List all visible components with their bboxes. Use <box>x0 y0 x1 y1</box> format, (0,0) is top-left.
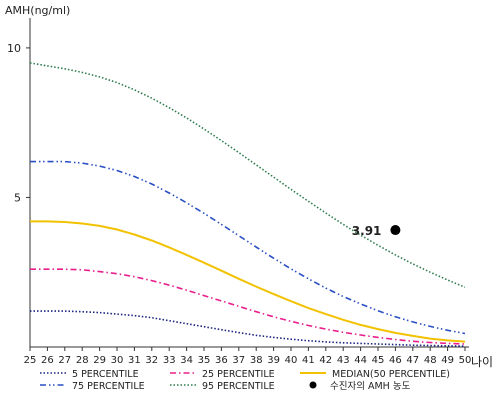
y-tick-label: 5 <box>14 191 21 204</box>
x-tick-label: 38 <box>250 355 263 366</box>
x-tick-label: 37 <box>232 355 245 366</box>
x-tick-label: 36 <box>215 355 228 366</box>
legend-median-label: MEDIAN(50 PERCENTILE) <box>332 369 450 380</box>
x-tick-label: 39 <box>267 355 280 366</box>
x-tick-label: 32 <box>145 355 158 366</box>
series-line-5-percentile <box>30 310 466 347</box>
y-axis-label: AMH(ng/ml) <box>5 4 70 17</box>
series-lines <box>29 62 466 347</box>
x-tick-label: 42 <box>319 355 332 366</box>
series-line-25-percentile <box>30 268 466 345</box>
x-tick-label: 47 <box>406 355 419 366</box>
series-line-median-50-percentile <box>30 220 466 343</box>
x-tick-label: 50 <box>459 355 472 366</box>
axes <box>29 18 469 348</box>
x-tick-label: 48 <box>424 355 437 366</box>
x-tick-label: 49 <box>441 355 454 366</box>
x-tick-label: 44 <box>354 355 367 366</box>
patient-amh-marker <box>390 225 401 236</box>
x-tick-label: 41 <box>302 355 315 366</box>
x-tick-label: 35 <box>198 355 211 366</box>
x-tick-label: 45 <box>372 355 385 366</box>
x-tick-label: 25 <box>24 355 37 366</box>
x-tick-label: 33 <box>163 355 176 366</box>
legend-patient-marker-label: 수진자의 AMH 농도 <box>330 381 411 392</box>
patient-marker-group: 3.91 <box>352 224 401 238</box>
y-axis-ticks: 5 10 <box>7 42 30 204</box>
x-tick-label: 40 <box>285 355 298 366</box>
x-tick-label: 31 <box>128 355 141 366</box>
x-tick-label: 27 <box>58 355 71 366</box>
legend: 5 PERCENTILE 25 PERCENTILE MEDIAN(50 PERCE… <box>40 369 450 392</box>
legend-95-percentile-label: 95 PERCENTILE <box>202 381 275 392</box>
legend-5-percentile-label: 5 PERCENTILE <box>72 369 139 380</box>
series-line-75-percentile <box>30 160 466 335</box>
x-tick-label: 26 <box>41 355 54 366</box>
x-axis-ticks: 25 26 27 28 29 30 31 32 33 34 35 36 37 38 39 40 41 42 43 44… <box>24 347 472 366</box>
patient-amh-value-label: 3.91 <box>352 224 382 238</box>
x-tick-label: 28 <box>76 355 89 366</box>
legend-25-percentile-label: 25 PERCENTILE <box>202 369 275 380</box>
x-tick-label: 30 <box>111 355 124 366</box>
x-tick-label: 43 <box>337 355 350 366</box>
y-tick-label: 10 <box>7 42 21 55</box>
x-tick-label: 34 <box>180 355 193 366</box>
x-tick-label: 29 <box>93 355 106 366</box>
x-axis-label: 나이 <box>471 355 493 369</box>
series-line-95-percentile <box>29 62 466 288</box>
legend-75-percentile-label: 75 PERCENTILE <box>72 381 145 392</box>
x-tick-label: 46 <box>389 355 402 366</box>
legend-patient-marker-swatch <box>309 381 317 389</box>
